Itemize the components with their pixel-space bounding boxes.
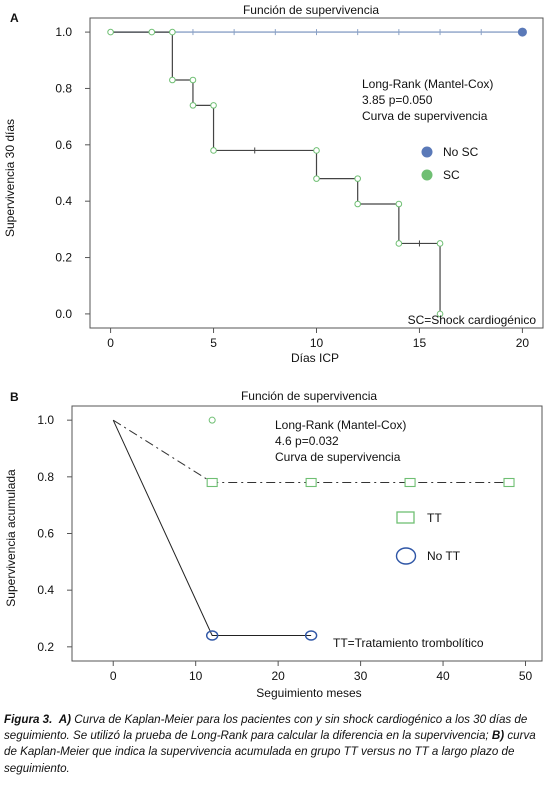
- panel-b-ytick-label: 1.0: [37, 413, 54, 427]
- sc-point: [354, 175, 361, 182]
- panel-a-xtick-label: 15: [413, 336, 427, 350]
- caption-b-text: curva de Kaplan-Meier que indica la supe…: [4, 729, 536, 775]
- tt-point: [404, 477, 416, 488]
- legend-sc-label: SC: [443, 168, 460, 182]
- panel-b-xtick-label: 10: [189, 669, 203, 683]
- panel-b-xtick-label: 30: [354, 669, 368, 683]
- legend-no-sc-label: No SC: [443, 145, 479, 159]
- panel-b-axes: 0 10 20 30 40 50 0.2 0.4 0.6 0.8 1.0: [37, 413, 532, 683]
- panel-b-title: Función de supervivencia: [241, 389, 377, 403]
- no-tt-point: [304, 630, 318, 641]
- panel-b-xtick-label: 50: [519, 669, 533, 683]
- caption-a-marker: A): [58, 713, 72, 726]
- panel-a-ylabel: Supervivencia 30 días: [3, 119, 17, 237]
- legend-tt-marker: [396, 511, 415, 524]
- panel-a-ytick-label: 0.4: [55, 194, 72, 208]
- sc-point: [189, 102, 197, 109]
- panel-a-series: [107, 27, 527, 318]
- tt-point: [206, 477, 218, 488]
- panel-a-ytick-label: 0.6: [55, 138, 72, 152]
- panel-b-annotation-curve: Curva de supervivencia: [275, 450, 401, 464]
- tt-extra-point: [208, 416, 216, 424]
- panel-b-annotation-stat: 4.6 p=0.032: [275, 434, 339, 448]
- legend-no-sc-marker: [421, 146, 433, 158]
- panel-a-xtick-label: 20: [516, 336, 530, 350]
- tt-point: [305, 477, 317, 488]
- panel-b-xtick-label: 40: [436, 669, 450, 683]
- sc-point: [436, 240, 444, 247]
- sc-point: [148, 28, 156, 36]
- legend-no-tt-marker: [395, 547, 417, 565]
- panel-b-xtick-label: 20: [271, 669, 285, 683]
- sc-point: [210, 147, 217, 154]
- panel-a-legend: No SC SC: [421, 145, 479, 182]
- tt-point: [503, 477, 515, 488]
- panel-a-xtick-label: 0: [107, 336, 114, 350]
- panel-b-annotation-tt: TT=Tratamiento trombolítico: [333, 636, 484, 650]
- panel-b-ylabel: Supervivencia acumulada: [4, 469, 18, 607]
- legend-no-tt-label: No TT: [427, 549, 461, 563]
- no-sc-end-marker: [517, 27, 527, 37]
- sc-point: [169, 28, 176, 36]
- panel-a-annotation-curve: Curva de supervivencia: [362, 109, 488, 123]
- panel-b-xtick-label: 0: [110, 669, 117, 683]
- panel-a-ytick-label: 1.0: [55, 25, 72, 39]
- sc-point: [169, 76, 176, 84]
- sc-point: [210, 102, 217, 109]
- panel-b: B Función de supervivencia 0 10 20 30 40 50 0.…: [4, 389, 543, 700]
- panel-b-ytick-label: 0.6: [37, 527, 54, 541]
- sc-point: [436, 310, 444, 318]
- sc-point: [354, 200, 361, 208]
- figure: A Función de supervivencia 0 5 10 15 20 0.0 0.…: [3, 3, 544, 700]
- sc-point: [395, 240, 403, 247]
- panel-a-xlabel: Días ICP: [291, 351, 339, 365]
- panel-b-ytick-label: 0.2: [37, 640, 54, 654]
- panel-b-label: B: [10, 390, 19, 404]
- panel-a-axes: 0 5 10 15 20 0.0 0.2 0.4 0.6 0.8 1.0: [55, 25, 529, 350]
- legend-sc-marker: [421, 169, 433, 181]
- panel-a-annotation-sc: SC=Shock cardiogénico: [408, 313, 537, 327]
- panel-b-ytick-label: 0.4: [37, 583, 54, 597]
- caption-a-text: Curva de Kaplan-Meier para los pacientes…: [4, 713, 528, 743]
- legend-tt-label: TT: [427, 511, 442, 525]
- panel-b-xlabel: Seguimiento meses: [256, 686, 361, 700]
- figure-caption: Figura 3. A) Curva de Kaplan-Meier para …: [4, 712, 544, 777]
- caption-label: Figura 3.: [4, 713, 53, 726]
- no-tt-point: [205, 630, 219, 641]
- sc-point: [107, 28, 114, 36]
- panel-a-annotation-test: Long-Rank (Mantel-Cox): [362, 77, 493, 91]
- panel-a-ytick-label: 0.8: [55, 81, 72, 95]
- panel-b-ytick-label: 0.8: [37, 470, 54, 484]
- panel-a-ytick-label: 0.0: [55, 307, 72, 321]
- panel-a-xtick-label: 5: [210, 336, 217, 350]
- panel-b-annotation-test: Long-Rank (Mantel-Cox): [275, 418, 406, 432]
- panel-b-legend: TT No TT: [395, 511, 461, 565]
- panel-b-series: [112, 416, 515, 641]
- panel-a-ytick-label: 0.2: [55, 251, 72, 265]
- sc-point: [313, 175, 320, 182]
- sc-point: [189, 76, 197, 84]
- panel-a-label: A: [10, 11, 19, 25]
- panel-a-xtick-label: 10: [310, 336, 324, 350]
- sc-survival-line: [110, 31, 441, 314]
- panel-a-title: Función de supervivencia: [243, 3, 379, 17]
- panel-a: A Función de supervivencia 0 5 10 15 20 0.0 0.…: [3, 3, 544, 365]
- sc-point: [395, 200, 403, 208]
- sc-point: [313, 147, 320, 154]
- caption-b-marker: B): [491, 729, 505, 743]
- no-tt-survival-line: [112, 419, 312, 636]
- panel-a-annotation-stat: 3.85 p=0.050: [362, 93, 433, 107]
